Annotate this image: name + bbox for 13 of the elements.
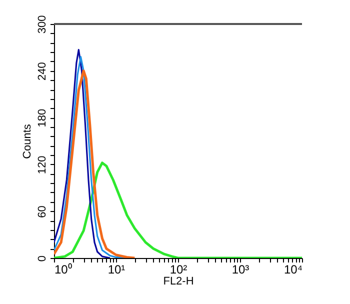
y-tick-label: 180 <box>36 108 48 128</box>
y-tick-label: 0 <box>36 255 48 262</box>
x-tick-label: 10⁴ <box>284 262 302 276</box>
y-tick-label: 60 <box>36 206 48 218</box>
x-tick-label: 10² <box>170 262 188 276</box>
x-tick-label: 10⁰ <box>54 262 72 276</box>
x-tick-label: 10³ <box>232 262 250 276</box>
x-tick-label: 10¹ <box>108 262 126 276</box>
y-tick-label: 240 <box>36 62 48 80</box>
x-axis-title: FL2-H <box>163 276 194 288</box>
y-tick-label: 300 <box>36 15 48 34</box>
y-axis-title: Counts <box>22 124 34 159</box>
y-tick-label: 120 <box>36 156 48 174</box>
